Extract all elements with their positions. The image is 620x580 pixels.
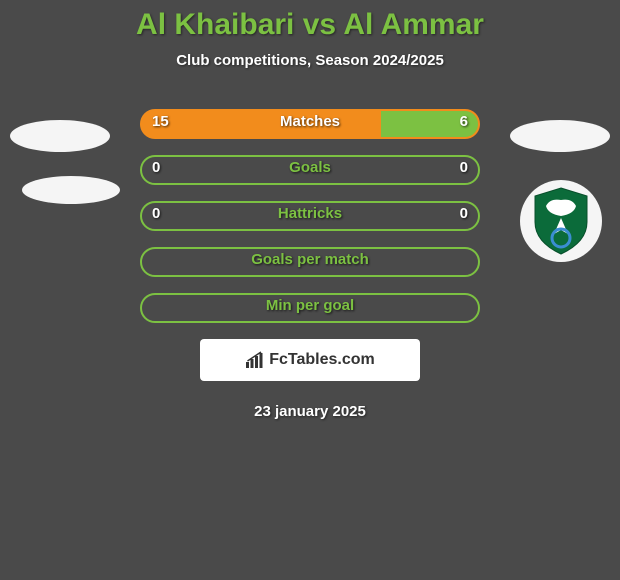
badge-left-oval-2 [22, 176, 120, 204]
stat-row: Matches15 6 [140, 109, 480, 139]
comparison-title: Al Khaibari vs Al Ammar [0, 8, 620, 42]
stat-label: Goals per match [140, 251, 480, 268]
chart-icon [245, 351, 265, 369]
stat-value-right: 0 [460, 159, 468, 176]
shield-icon [530, 186, 592, 256]
badge-right-oval [510, 120, 610, 152]
stat-value-right: 0 [460, 205, 468, 222]
footer-logo: FcTables.com [200, 339, 420, 381]
club-crest [520, 180, 602, 262]
stat-value-left: 15 [152, 113, 169, 130]
vs-text: vs [303, 8, 336, 41]
stat-value-right: 6 [460, 113, 468, 130]
stat-row: Min per goal [140, 293, 480, 323]
stat-value-left: 0 [152, 205, 160, 222]
stat-label: Min per goal [140, 297, 480, 314]
date: 23 january 2025 [0, 403, 620, 420]
player2-name: Al Ammar [343, 8, 484, 41]
player1-name: Al Khaibari [136, 8, 294, 41]
stat-label: Goals [140, 159, 480, 176]
subtitle: Club competitions, Season 2024/2025 [0, 52, 620, 69]
stat-row: Hattricks0 0 [140, 201, 480, 231]
stat-row: Goals per match [140, 247, 480, 277]
stat-value-left: 0 [152, 159, 160, 176]
badge-left-oval-1 [10, 120, 110, 152]
footer-logo-text: FcTables.com [269, 351, 375, 369]
stat-label: Hattricks [140, 205, 480, 222]
stat-label: Matches [140, 113, 480, 130]
stat-row: Goals0 0 [140, 155, 480, 185]
